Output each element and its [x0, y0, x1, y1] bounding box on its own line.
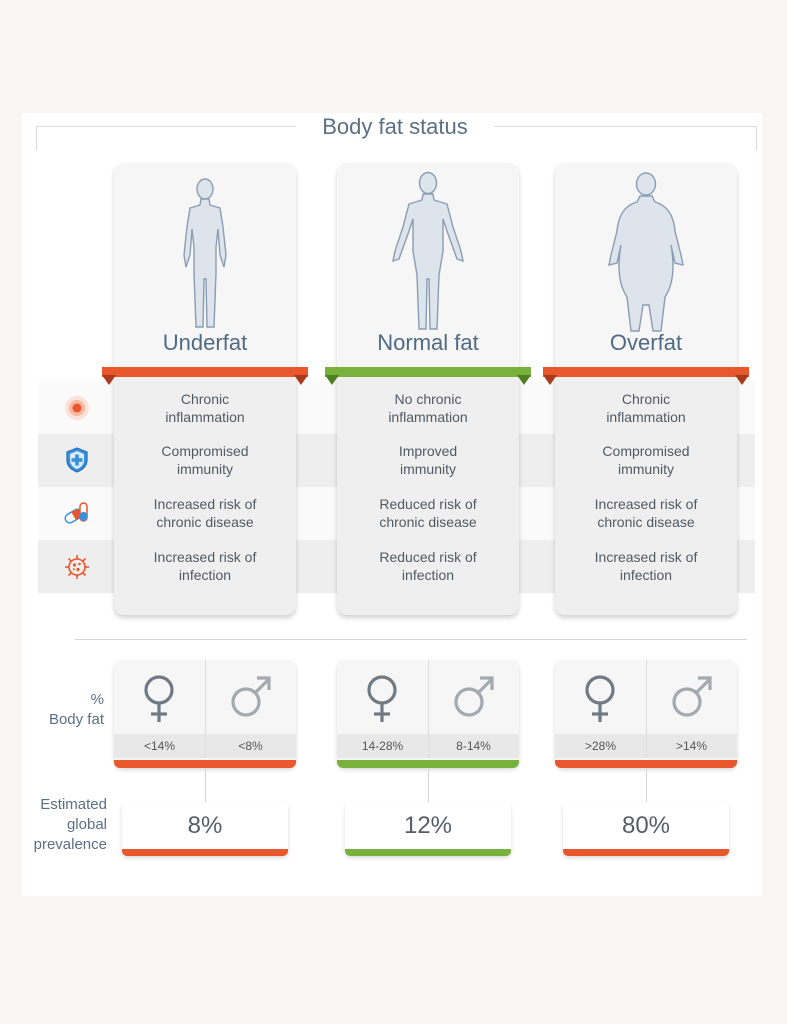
prevalence-value: 12% [403, 812, 453, 839]
prevalence-value: 80% [621, 812, 671, 839]
body-fat-label: % Body fat [48, 691, 104, 728]
male-icon [231, 676, 271, 717]
male-icon [454, 676, 494, 717]
immunity-shield-icon [66, 447, 88, 473]
pills-icon [64, 502, 88, 524]
effect-overfat-immunity: Compromised immunity [602, 443, 690, 477]
normal-prevalence-box: 12% [345, 802, 511, 856]
underfat-sex-box: <14% <8% [114, 660, 296, 768]
column-name: Normal fat [377, 330, 479, 355]
effect-underfat-immunity: Compromised immunity [161, 443, 249, 477]
prevalence-value: 8% [187, 812, 223, 839]
prevalence-bar [345, 849, 511, 856]
underfat-prevalence-box: 8% [122, 802, 288, 856]
connector-overfat [646, 769, 647, 802]
prevalence-label: Estimated global prevalence [33, 796, 107, 853]
frame-line-right [494, 126, 756, 127]
normal-sex-box: 14-28% 8-14% [337, 660, 519, 768]
frame-line-right-drop [756, 126, 757, 150]
female-range: 14-28% [361, 739, 404, 753]
male-range: >14% [675, 739, 708, 753]
effect-overfat-infection: Increased risk of infection [594, 549, 698, 583]
overfat-sex-box: >28% >14% [555, 660, 737, 768]
overfat-prevalence-box: 80% [563, 802, 729, 856]
inflammation-icon [65, 396, 89, 420]
female-icon [144, 675, 174, 722]
prevalence-bar [563, 849, 729, 856]
effect-normal-immunity: Improved immunity [398, 443, 458, 477]
effect-normal-chronic-disease: Reduced risk of chronic disease [379, 496, 477, 530]
page-title: Body fat status [300, 113, 490, 141]
female-range: >28% [584, 739, 617, 753]
overfat-body-icon [608, 172, 684, 332]
male-icon [672, 676, 712, 717]
male-range: 8-14% [456, 739, 491, 753]
effect-underfat-chronic-disease: Increased risk of chronic disease [153, 496, 257, 530]
overfat-bar [555, 760, 737, 768]
prevalence-bar [122, 849, 288, 856]
female-icon [367, 675, 397, 722]
effect-underfat-infection: Increased risk of infection [153, 549, 257, 583]
overfat-ribbon [543, 367, 749, 385]
frame-line-left-drop [36, 126, 37, 150]
virus-icon [65, 555, 89, 579]
underfat-body-icon [183, 178, 227, 328]
male-range: <8% [238, 739, 263, 753]
underfat-ribbon [102, 367, 308, 385]
underfat-bar [114, 760, 296, 768]
column-underfat: Underfat [114, 163, 296, 615]
effect-underfat-inflammation: Chronic inflammation [165, 391, 245, 425]
effect-overfat-chronic-disease: Increased risk of chronic disease [594, 496, 698, 530]
column-normal: Normal fat [337, 163, 519, 615]
connector-underfat [205, 769, 206, 802]
normal-ribbon [325, 367, 531, 385]
effect-overfat-inflammation: Chronic inflammation [606, 391, 686, 425]
column-name: Underfat [162, 330, 248, 355]
female-icon [585, 675, 615, 722]
frame-line-left [36, 126, 296, 127]
normal-bar [337, 760, 519, 768]
column-name: Overfat [609, 330, 683, 355]
column-overfat: Overfat [555, 163, 737, 615]
connector-normal [428, 769, 429, 802]
section-divider [75, 639, 747, 640]
effect-normal-inflammation: No chronic inflammation [388, 391, 468, 425]
female-range: <14% [143, 739, 176, 753]
effect-normal-infection: Reduced risk of infection [379, 549, 477, 583]
normal-body-icon [392, 171, 464, 330]
